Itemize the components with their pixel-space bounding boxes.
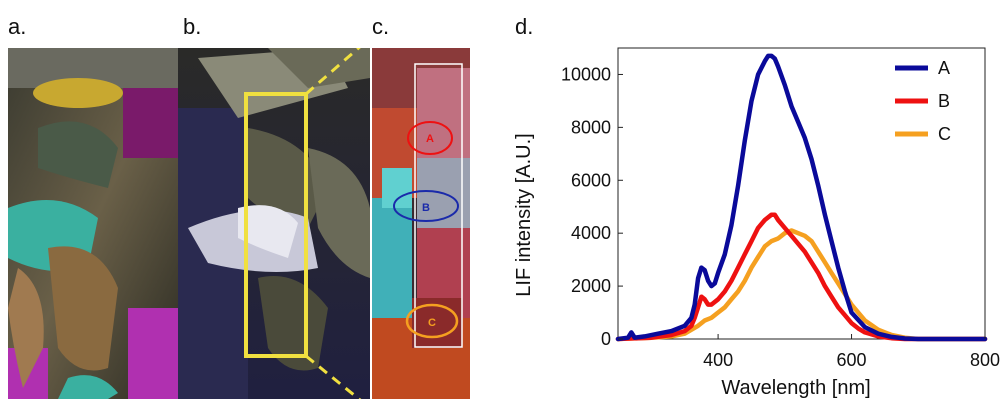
plot-area xyxy=(617,47,986,340)
series-line-c xyxy=(615,228,988,342)
legend: ABC xyxy=(895,58,951,144)
x-tick-label: 400 xyxy=(703,350,733,370)
roi-circle-c xyxy=(405,303,459,339)
panel-c-label: c. xyxy=(372,14,390,39)
roi-circle-b xyxy=(393,190,459,222)
roi-box xyxy=(244,92,308,358)
panel-a-label: a. xyxy=(8,14,27,39)
y-tick-label: 10000 xyxy=(561,64,611,84)
panel-d-label: d. xyxy=(515,14,534,39)
plot-frame xyxy=(617,47,986,340)
x-axis-ticks: 400 600 800 xyxy=(703,334,1000,370)
zoom-line-bottom xyxy=(305,354,362,399)
y-tick-label: 6000 xyxy=(571,170,611,190)
y-axis-ticks: 0 2000 4000 6000 8000 10000 xyxy=(561,64,623,349)
y-tick-label: 8000 xyxy=(571,117,611,137)
photo-panel-a xyxy=(8,48,178,399)
panel-b-label: b. xyxy=(183,14,202,39)
legend-label-a: A xyxy=(938,58,950,78)
photo-panel-b xyxy=(178,48,370,399)
y-axis-title: LIF intensity [A.U.] xyxy=(513,133,535,296)
photo-a-image xyxy=(8,48,178,399)
y-tick-label: 2000 xyxy=(571,276,611,296)
x-tick-label: 600 xyxy=(837,350,867,370)
x-tick-label: 800 xyxy=(970,350,1000,370)
roi-circle-a xyxy=(407,121,453,155)
series-layer xyxy=(615,53,988,342)
lif-spectra-chart: 400 600 800 0 2000 4000 6000 8000 10000 Wavelen… xyxy=(513,47,1000,399)
roi-label-b: B xyxy=(422,202,430,214)
roi-label-a: A xyxy=(426,133,434,145)
photo-panel-c: A B C xyxy=(372,48,470,399)
y-tick-label: 4000 xyxy=(571,223,611,243)
roi-frame xyxy=(414,63,463,348)
legend-label-b: B xyxy=(938,91,950,111)
photo-c-image: A B C xyxy=(372,48,470,399)
series-line-a xyxy=(615,53,988,342)
zoom-line-top xyxy=(305,48,361,96)
series-line-b xyxy=(615,212,988,342)
photo-b-image xyxy=(178,48,370,399)
y-tick-label: 0 xyxy=(601,329,611,349)
roi-label-c: C xyxy=(428,317,436,329)
x-axis-title: Wavelength [nm] xyxy=(721,377,870,399)
legend-label-c: C xyxy=(938,124,951,144)
